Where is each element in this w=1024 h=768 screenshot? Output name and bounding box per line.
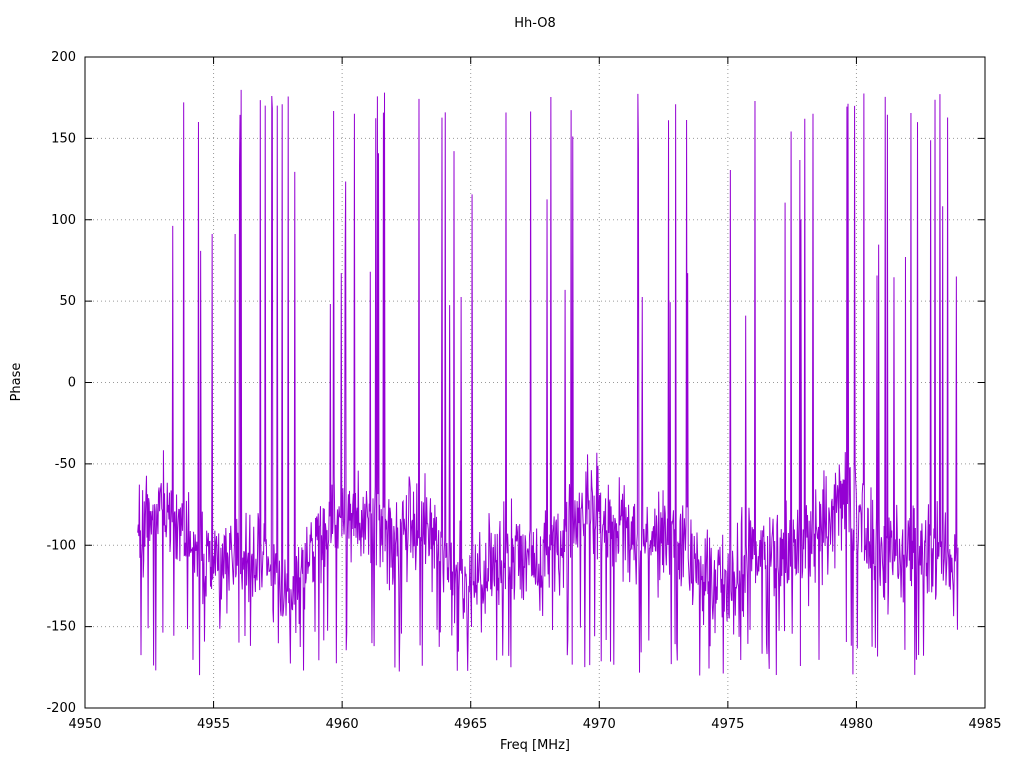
x-tick-label: 4950 [68,717,101,732]
y-tick-label: 100 [51,213,76,228]
x-tick-label: 4955 [197,717,230,732]
y-tick-label: 0 [68,376,76,391]
phase-series [137,89,959,676]
y-tick-label: -50 [55,457,76,472]
y-axis-label: Phase [9,363,24,402]
y-tick-label: -200 [46,701,76,716]
x-tick-label: 4970 [583,717,616,732]
y-tick-label: 200 [51,50,76,65]
x-axis-label: Freq [MHz] [500,738,570,753]
y-tick-label: -150 [46,620,76,635]
phase-line [137,89,959,676]
x-tick-label: 4985 [968,717,1001,732]
y-tick-label: -100 [46,538,76,553]
chart-title: Hh-O8 [514,16,556,31]
y-tick-label: 50 [59,294,76,309]
x-tick-label: 4975 [711,717,744,732]
x-tick-label: 4960 [326,717,359,732]
plot-border [84,56,986,709]
x-tick-label: 4965 [454,717,487,732]
y-tick-label: 150 [51,131,76,146]
axis-tick-labels: 4950 4955 4960 4965 4970 4975 4980 4985 -200 -150… [46,50,1001,732]
x-tick-label: 4980 [840,717,873,732]
